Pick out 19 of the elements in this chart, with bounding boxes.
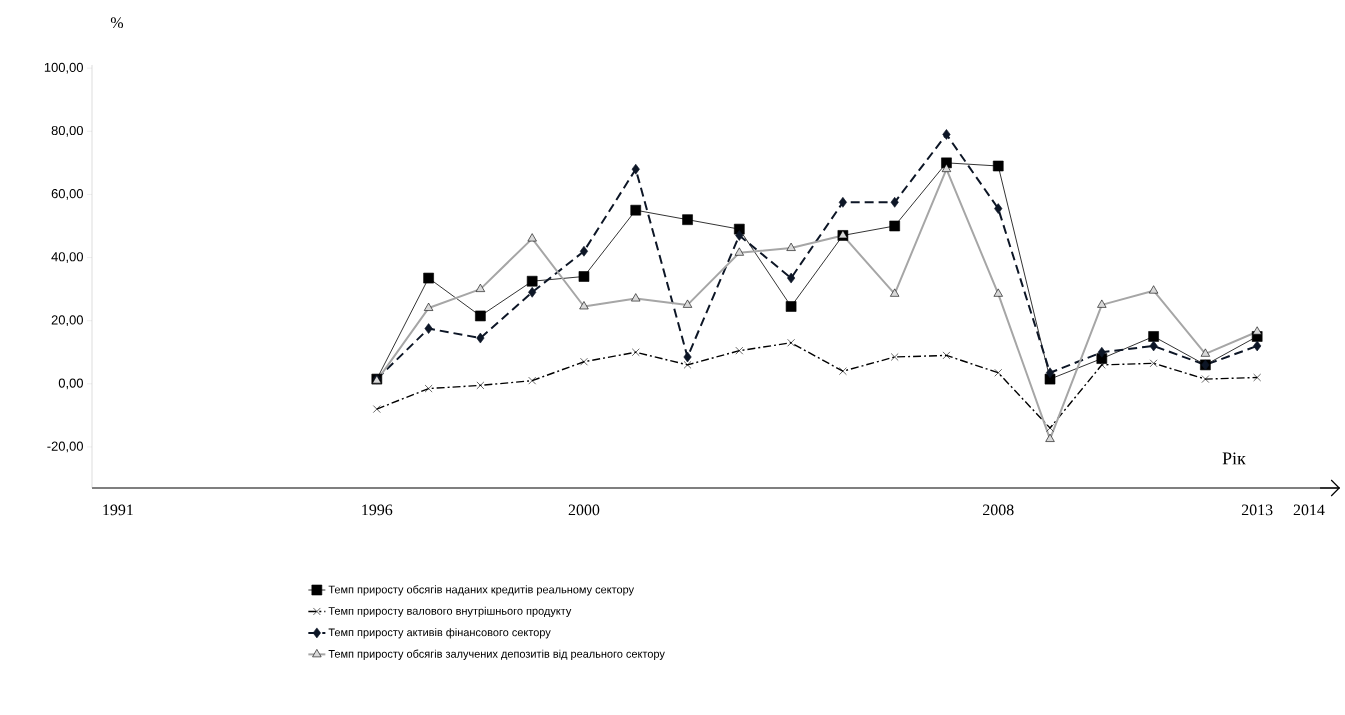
y-tick-label: 20,00 (51, 315, 83, 327)
y-tick-label: -20,00 (47, 441, 83, 453)
legend-label: Темп приросту обсягів наданих кредитів реальному сектору (328, 585, 635, 596)
y-tick-label: 100,00 (44, 62, 83, 74)
x-tick-label: 2014 (1293, 504, 1325, 516)
y-axis-title: % (110, 17, 124, 29)
x-axis-title: Рік (1222, 452, 1246, 465)
x-tick-label: 2008 (983, 504, 1014, 516)
y-tick-label: 80,00 (51, 125, 83, 137)
legend-label: Темп приросту активів фінансового сектору (328, 628, 551, 639)
legend-label: Темп приросту валового внутрішнього продукту (328, 606, 572, 617)
x-tick-label: 1991 (103, 504, 133, 516)
y-tick-label: 60,00 (51, 189, 83, 200)
legend-label: Темп приросту обсягів залучених депозитів від реального сектору (328, 649, 665, 660)
x-tick-label: 1996 (362, 504, 393, 516)
y-tick-label: 40,00 (51, 252, 83, 263)
x-tick-label: 2000 (568, 504, 600, 516)
x-tick-label: 2013 (1241, 504, 1273, 516)
y-tick-label: 0,00 (58, 378, 83, 390)
